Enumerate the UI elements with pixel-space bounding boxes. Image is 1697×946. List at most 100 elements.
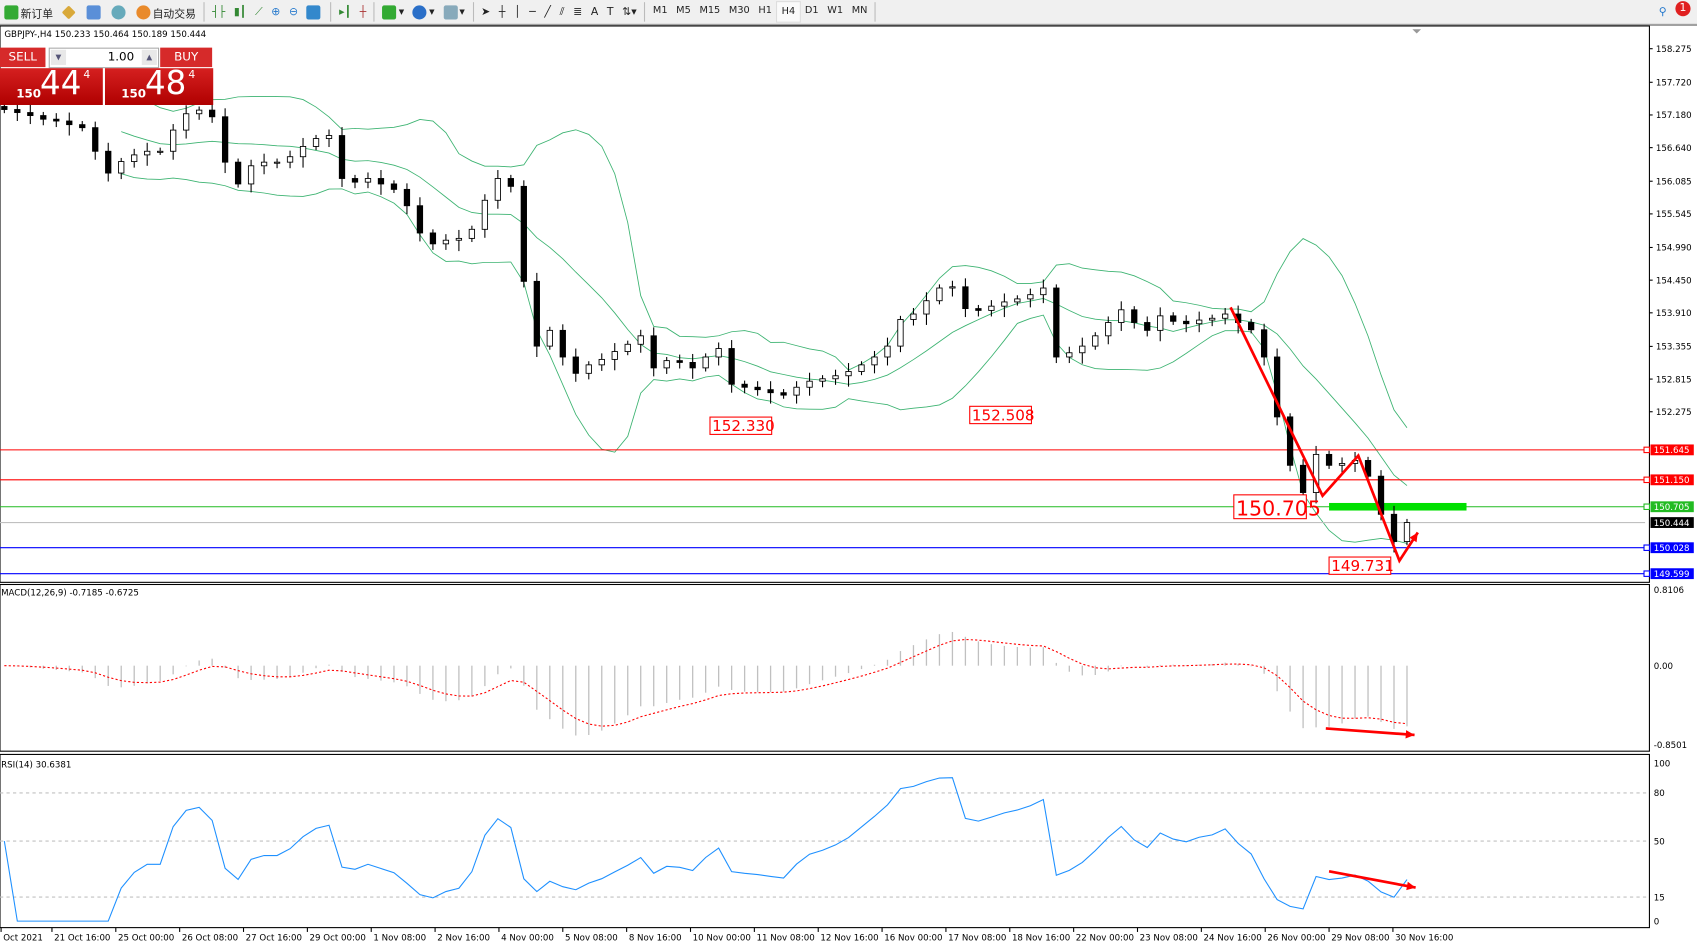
candle-body	[79, 124, 86, 129]
time-axis-label: 5 Nov 08:00	[565, 934, 618, 944]
buy-button[interactable]: BUY	[160, 47, 213, 68]
candle-body	[170, 129, 177, 152]
bollinger-upper-band	[121, 89, 1408, 429]
candle-body	[442, 239, 450, 245]
price-axis-label: 154.990	[1656, 244, 1692, 254]
timeframe-m1[interactable]: M1	[652, 5, 668, 17]
candle-body	[14, 109, 21, 113]
time-axis-label: Oct 2021	[3, 934, 43, 944]
timeframe-d1[interactable]: D1	[804, 5, 819, 17]
candle-body	[1183, 320, 1190, 325]
candle-body	[689, 362, 696, 369]
price-annotation-label: 152.508	[972, 406, 1035, 424]
rsi-axis-label: 50	[1654, 837, 1665, 847]
templates-button[interactable]: ▾	[440, 1, 468, 23]
time-axis-label: 24 Nov 16:00	[1204, 934, 1262, 944]
candle-body	[988, 305, 995, 311]
lot-increase-arrow-icon[interactable]: ▲	[141, 49, 157, 65]
time-axis-label: 4 Nov 00:00	[501, 934, 554, 944]
candle-body	[1248, 322, 1255, 331]
timeframe-m15[interactable]: M15	[699, 5, 721, 17]
price-path-arrow[interactable]	[1229, 306, 1419, 564]
level-handle-icon[interactable]	[1643, 503, 1650, 510]
horizontal-line-button[interactable]: ─	[526, 1, 539, 23]
price-annotation-label: 152.330	[712, 417, 775, 435]
data-window-button[interactable]	[83, 1, 106, 23]
signals-button[interactable]	[108, 1, 131, 23]
fibonacci-button[interactable]: ≣	[570, 1, 586, 23]
candle-body	[1312, 453, 1320, 493]
crosshair-icon: ┼	[498, 5, 506, 18]
tile-windows-button[interactable]	[303, 1, 326, 23]
price-annotation-box[interactable]	[709, 416, 773, 435]
search-button[interactable]: ⚲	[1656, 1, 1670, 23]
rsi-axis-label: 0	[1654, 917, 1659, 927]
price-axis-label: 156.640	[1656, 144, 1692, 154]
candlestick-icon: ▮┃	[233, 5, 247, 18]
candle-body	[806, 380, 813, 388]
timeframe-h4[interactable]: H4	[776, 1, 801, 23]
arrows-button[interactable]: ⇅▾	[619, 1, 640, 23]
rsi-divergence-arrow[interactable]	[1328, 870, 1416, 889]
timeframe-mn[interactable]: MN	[851, 5, 868, 17]
lot-decrease-arrow-icon[interactable]: ▼	[50, 49, 67, 65]
level-handle-icon[interactable]	[1643, 476, 1650, 484]
level-price-tag	[1650, 444, 1694, 456]
trendline-button[interactable]: ╱	[541, 1, 554, 23]
line-chart-button[interactable]: ⟋	[252, 1, 266, 23]
toolbar-divider	[875, 2, 877, 22]
chart-shift-button[interactable]: ┼	[357, 1, 370, 23]
timeframe-w1[interactable]: W1	[827, 5, 844, 17]
timeframe-m30[interactable]: M30	[728, 5, 750, 17]
price-annotation-label: 150.705	[1236, 496, 1321, 520]
candle-body	[260, 161, 268, 167]
zoom-in-button[interactable]: ⊕	[268, 1, 284, 23]
candle-body	[66, 120, 73, 126]
crosshair-button[interactable]: ┼	[496, 1, 509, 23]
green-zone-bar[interactable]	[1329, 502, 1467, 511]
bar-chart-button[interactable]: ┤├	[209, 1, 229, 23]
sell-price[interactable]: 150 44 4	[0, 65, 103, 105]
price-annotation-box[interactable]	[969, 405, 1032, 425]
macd-axis-label: 0.8106	[1654, 586, 1684, 596]
auto-trading-button[interactable]: 自动交易	[133, 1, 199, 23]
toolbar-divider	[330, 2, 332, 22]
level-handle-icon[interactable]	[1643, 544, 1650, 551]
zoom-out-button[interactable]: ⊖	[286, 1, 302, 23]
toolbar-divider	[472, 2, 474, 22]
auto-scroll-button[interactable]: ▸┃	[336, 1, 354, 23]
candle-body	[754, 386, 761, 391]
notification-badge[interactable]: 1	[1675, 1, 1691, 17]
candle-body	[118, 161, 125, 174]
price-axis-label: 155.545	[1656, 210, 1692, 220]
candle-body	[884, 345, 891, 358]
text-button[interactable]: A	[588, 1, 602, 23]
new-order-button[interactable]: 新订单	[1, 1, 56, 23]
timeframe-m5[interactable]: M5	[676, 5, 691, 17]
periods-button[interactable]: ▾	[410, 1, 438, 23]
buy-price[interactable]: 150 48 4	[104, 65, 214, 105]
price-axis-label: 152.275	[1656, 408, 1692, 418]
sell-button[interactable]: SELL	[0, 47, 46, 68]
candle-body	[234, 161, 242, 185]
cursor-button[interactable]: ➤	[478, 1, 494, 23]
text-label-button[interactable]: T	[604, 1, 617, 23]
time-axis-label: 11 Nov 08:00	[757, 934, 815, 944]
level-handle-icon[interactable]	[1643, 446, 1650, 454]
indicators-button[interactable]: ▾	[379, 1, 407, 23]
equidistant-channel-button[interactable]: ⫽	[556, 1, 567, 23]
macd-divergence-arrow[interactable]	[1325, 727, 1415, 737]
price-annotation-box[interactable]	[1328, 556, 1392, 575]
level-price-tag	[1650, 517, 1694, 528]
level-handle-icon[interactable]	[1643, 570, 1650, 577]
lot-size-input[interactable]: ▼ 1.00 ▲	[48, 47, 160, 69]
toolbar: 新订单 自动交易 ┤├ ▮┃ ⟋ ⊕ ⊖ ▸┃ ┼ ▾ ▾ ▾ ➤ ┼ │ ─ …	[0, 0, 1697, 26]
price-annotation-box[interactable]	[1233, 494, 1307, 520]
chart-shift-marker-icon[interactable]	[1412, 29, 1422, 34]
candle-body	[1222, 313, 1229, 319]
vertical-line-button[interactable]: │	[511, 1, 524, 23]
macd-axis-label: -0.8501	[1654, 741, 1687, 751]
timeframe-h1[interactable]: H1	[758, 5, 772, 17]
candlestick-button[interactable]: ▮┃	[231, 1, 250, 23]
